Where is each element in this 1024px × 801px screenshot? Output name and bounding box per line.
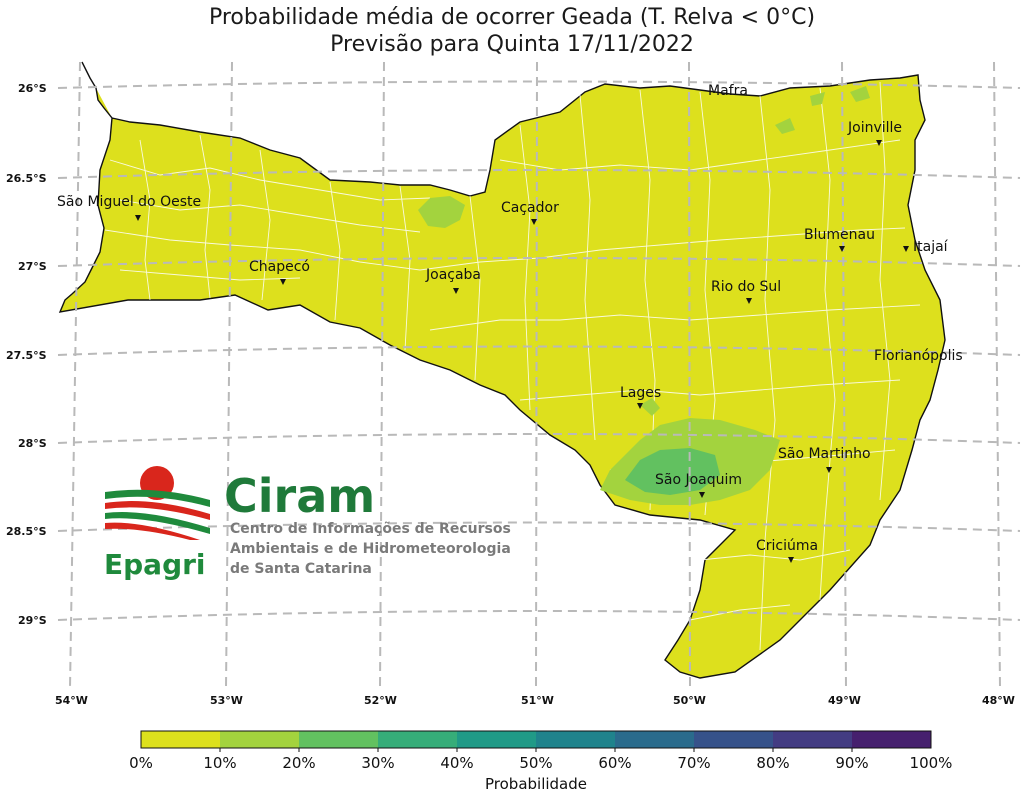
- colorbar-swatch: [141, 731, 220, 748]
- lat-label: 28°S: [18, 437, 47, 450]
- field-stripes-icon: [105, 489, 210, 540]
- colorbar-swatch: [615, 731, 694, 748]
- lat-label: 26°S: [18, 82, 47, 95]
- city-marker-joinville: Joinville: [847, 120, 902, 146]
- colorbar-tick-label: 10%: [203, 754, 236, 772]
- lon-label: 50°W: [673, 694, 706, 707]
- colorbar-swatch: [378, 731, 457, 748]
- frost-patch-north2: [850, 86, 870, 102]
- city-marker-sao-miguel-do-oeste: São Miguel do Oeste: [57, 194, 201, 221]
- lon-label: 49°W: [828, 694, 861, 707]
- colorbar-tick-label: 90%: [835, 754, 868, 772]
- ciram-wordmark: Ciram: [224, 469, 375, 523]
- city-marker-lages: Lages: [620, 385, 661, 409]
- colorbar-tick-label: 50%: [519, 754, 552, 772]
- svg-text:Chapecó: Chapecó: [249, 259, 310, 275]
- lon-label: 48°W: [982, 694, 1015, 707]
- epagri-wordmark: Epagri: [104, 548, 206, 581]
- epagri-ciram-logo: Epagri Ciram Centro de Informações de Re…: [104, 466, 511, 581]
- lon-label: 53°W: [210, 694, 243, 707]
- lat-label: 27°S: [18, 260, 47, 273]
- svg-text:São Miguel do Oeste: São Miguel do Oeste: [57, 194, 201, 210]
- city-marker-blumenau: Blumenau: [804, 227, 875, 252]
- city-marker-rio-do-sul: Rio do Sul: [711, 279, 781, 304]
- logo-subtitle-line2: Ambientais e de Hidrometeorologia: [230, 541, 511, 557]
- lon-label: 54°W: [55, 694, 88, 707]
- lat-label: 27.5°S: [6, 349, 47, 362]
- colorbar-tick-label: 40%: [440, 754, 473, 772]
- colorbar-swatch: [220, 731, 299, 748]
- colorbar-tick-label: 30%: [361, 754, 394, 772]
- colorbar-tick-label: 70%: [677, 754, 710, 772]
- lon-label: 52°W: [364, 694, 397, 707]
- svg-text:Florianópolis: Florianópolis: [874, 348, 963, 364]
- frost-patch-north: [810, 92, 825, 106]
- frost-patch-lages: [640, 398, 660, 416]
- frost-patch-cacador: [418, 196, 465, 228]
- svg-text:Caçador: Caçador: [501, 200, 559, 216]
- city-marker-mafra: Mafra: [708, 83, 748, 99]
- latitude-labels: 26°S 26.5°S 27°S 27.5°S 28°S 28.5°S 29°S: [6, 82, 47, 627]
- city-marker-joacaba: Joaçaba: [425, 267, 481, 294]
- city-marker-sao-joaquim: São Joaquim: [655, 472, 742, 498]
- colorbar-tick-label: 60%: [598, 754, 631, 772]
- colorbar-tick-label: 20%: [282, 754, 315, 772]
- svg-text:São Joaquim: São Joaquim: [655, 472, 742, 488]
- svg-text:Mafra: Mafra: [708, 83, 748, 99]
- colorbar-swatch: [773, 731, 852, 748]
- svg-text:Blumenau: Blumenau: [804, 227, 875, 243]
- colorbar: [140, 730, 932, 752]
- colorbar-swatch: [457, 731, 536, 748]
- frost-patch-serra-core: [625, 448, 720, 495]
- frost-patch-coast: [775, 118, 795, 134]
- logo-subtitle-line1: Centro de Informações de Recursos: [230, 521, 511, 537]
- city-marker-florianopolis: Florianópolis: [874, 348, 963, 364]
- colorbar-tick-label: 100%: [910, 754, 953, 772]
- santa-catarina-region: [58, 61, 946, 679]
- colorbar-swatch: [536, 731, 615, 748]
- svg-text:Rio do Sul: Rio do Sul: [711, 279, 781, 295]
- city-marker-criciuma: Criciúma: [756, 538, 818, 563]
- lat-label: 29°S: [18, 614, 47, 627]
- colorbar-tick-label: 80%: [756, 754, 789, 772]
- svg-text:Joaçaba: Joaçaba: [425, 267, 481, 283]
- city-marker-sao-martinho: São Martinho: [778, 446, 871, 473]
- svg-text:Itajaí: Itajaí: [913, 239, 949, 255]
- longitude-labels: 54°W 53°W 52°W 51°W 50°W 49°W 48°W: [55, 694, 1015, 707]
- city-marker-cacador: Caçador: [501, 200, 559, 225]
- colorbar-ticks: 0% 10% 20% 30% 40% 50% 60% 70% 80% 90% 1…: [129, 754, 952, 772]
- colorbar-swatch: [852, 731, 931, 748]
- colorbar-swatch: [299, 731, 378, 748]
- city-marker-chapeco: Chapecó: [249, 259, 310, 285]
- colorbar-swatch: [694, 731, 773, 748]
- city-markers: Mafra Joinville São Miguel do Oeste Caça…: [57, 83, 963, 563]
- map-title-line2: Previsão para Quinta 17/11/2022: [330, 32, 694, 57]
- svg-text:São Martinho: São Martinho: [778, 446, 871, 462]
- lat-label: 26.5°S: [6, 172, 47, 185]
- svg-text:Lages: Lages: [620, 385, 661, 401]
- logo-subtitle-line3: de Santa Catarina: [230, 561, 372, 577]
- colorbar-title: Probabilidade: [485, 775, 587, 793]
- lon-label: 51°W: [521, 694, 554, 707]
- colorbar-tick-label: 0%: [129, 754, 153, 772]
- lat-label: 28.5°S: [6, 525, 47, 538]
- frost-probability-patches: [418, 86, 870, 505]
- svg-text:Joinville: Joinville: [847, 120, 902, 136]
- city-marker-itajai: Itajaí: [903, 239, 949, 255]
- map-title-line1: Probabilidade média de ocorrer Geada (T.…: [208, 5, 816, 30]
- svg-text:Criciúma: Criciúma: [756, 538, 818, 554]
